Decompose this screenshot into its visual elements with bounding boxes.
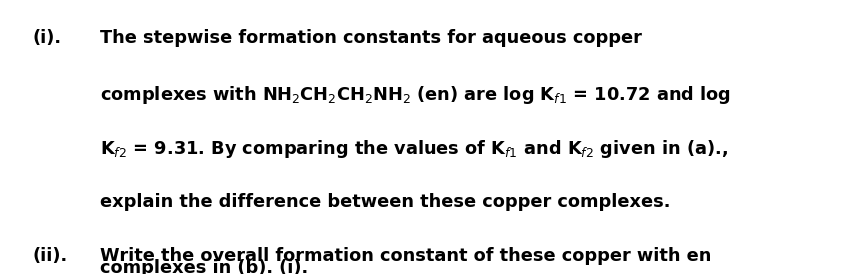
Text: (ii).: (ii). — [32, 247, 67, 265]
Text: explain the difference between these copper complexes.: explain the difference between these cop… — [100, 193, 670, 211]
Text: K$_{f2}$ = 9.31. By comparing the values of K$_{f1}$ and K$_{f2}$ given in (a).,: K$_{f2}$ = 9.31. By comparing the values… — [100, 138, 728, 160]
Text: (i).: (i). — [32, 29, 61, 47]
Text: complexes with NH$_2$CH$_2$CH$_2$NH$_2$ (en) are log K$_{f1}$ = 10.72 and log: complexes with NH$_2$CH$_2$CH$_2$NH$_2$ … — [100, 84, 731, 105]
Text: complexes in (b). (i).: complexes in (b). (i). — [100, 259, 308, 274]
Text: The stepwise formation constants for aqueous copper: The stepwise formation constants for aqu… — [100, 29, 642, 47]
Text: Write the overall formation constant of these copper with en: Write the overall formation constant of … — [100, 247, 711, 265]
